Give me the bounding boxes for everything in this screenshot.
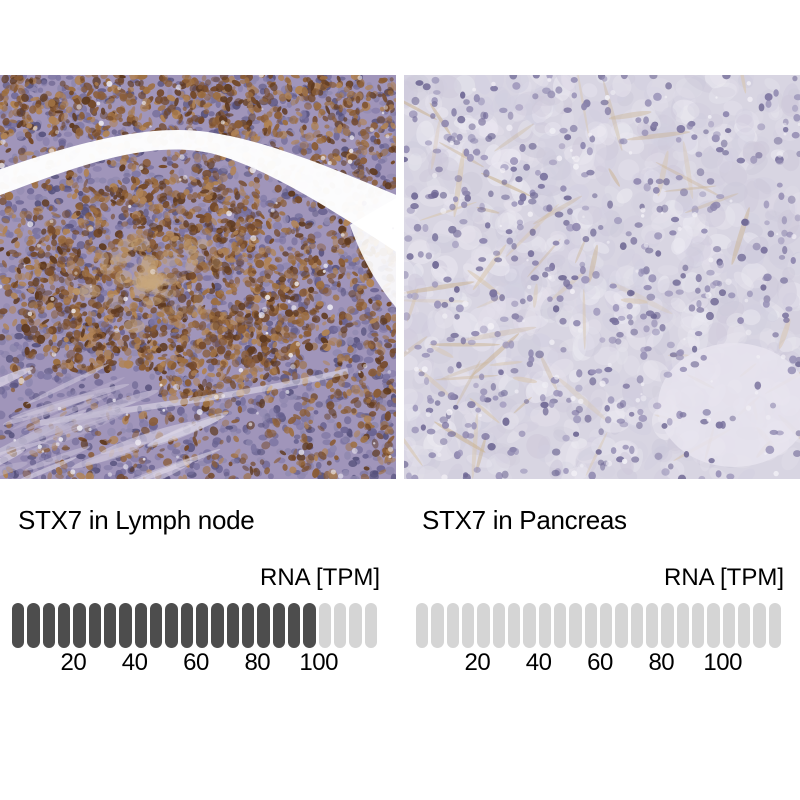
- tpm-segment: [477, 603, 490, 648]
- tpm-tick-label: 60: [183, 649, 209, 676]
- rna-tpm-label: RNA [TPM]: [259, 564, 380, 591]
- tpm-segment: [149, 603, 163, 648]
- tpm-segment: [523, 603, 536, 648]
- tpm-segment: [180, 603, 194, 648]
- tpm-segment: [165, 603, 178, 648]
- tpm-segment: [303, 603, 316, 648]
- tpm-segment: [507, 603, 521, 648]
- panel-title-lymph-node: STX7 in Lymph node: [18, 505, 255, 535]
- tpm-segment: [431, 603, 444, 648]
- tpm-segment: [645, 603, 659, 648]
- tpm-segment: [722, 603, 736, 648]
- tpm-tick-label: 40: [525, 649, 552, 676]
- tpm-segment: [492, 603, 506, 648]
- panel-title-pancreas: STX7 in Pancreas: [422, 505, 627, 535]
- tpm-segment: [630, 603, 644, 648]
- tpm-segment: [446, 603, 460, 648]
- tpm-segment: [211, 603, 224, 648]
- tpm-segment: [553, 603, 567, 648]
- tpm-tick-label: 100: [299, 649, 338, 676]
- tpm-segment: [676, 603, 690, 648]
- tpm-segment: [226, 603, 240, 648]
- tpm-segment: [103, 603, 117, 648]
- tpm-tick-label: 20: [60, 649, 87, 676]
- tpm-segment: [691, 603, 705, 648]
- tpm-tick-label: 100: [703, 649, 742, 676]
- tpm-segment: [12, 603, 25, 648]
- tpm-scale-ticks: 20 40 60 80 100: [416, 650, 785, 678]
- tpm-segment: [272, 603, 286, 648]
- tpm-segment: [333, 603, 347, 648]
- rna-tpm-label: RNA [TPM]: [663, 564, 784, 591]
- tpm-segment: [753, 603, 766, 648]
- tpm-tick-label: 20: [464, 649, 491, 676]
- tpm-tick-label: 60: [587, 649, 613, 676]
- tpm-segment: [257, 603, 270, 648]
- tpm-segment: [364, 603, 378, 648]
- tpm-segment: [349, 603, 362, 648]
- tpm-tick-label: 40: [121, 649, 148, 676]
- tpm-segment: [287, 603, 301, 648]
- tpm-segment: [584, 603, 598, 648]
- panel-lymph-node: STX7 in Lymph node RNA [TPM] 20 40 60 80 100: [0, 0, 396, 800]
- ihc-image-pancreas: [404, 75, 800, 479]
- tpm-segment: [615, 603, 628, 648]
- tpm-tick-label: 80: [244, 649, 271, 676]
- tpm-scale-ticks: 20 40 60 80 100: [12, 650, 381, 678]
- tpm-segment: [119, 603, 132, 648]
- tpm-segment: [42, 603, 56, 648]
- tpm-tick-label: 80: [648, 649, 675, 676]
- tpm-segment: [27, 603, 40, 648]
- tpm-scale-lymph-node: [12, 603, 381, 648]
- tpm-segment: [737, 603, 751, 648]
- panel-pancreas: STX7 in Pancreas RNA [TPM] 20 40 60 80 100: [404, 0, 800, 800]
- tpm-segment: [661, 603, 674, 648]
- tpm-segment: [241, 603, 255, 648]
- tpm-segment: [88, 603, 102, 648]
- tpm-segment: [707, 603, 720, 648]
- ihc-image-lymph-node: [0, 75, 396, 479]
- tpm-segment: [73, 603, 86, 648]
- tpm-segment: [318, 603, 332, 648]
- tpm-segment: [416, 603, 429, 648]
- tpm-segment: [538, 603, 552, 648]
- tpm-segment: [195, 603, 209, 648]
- tpm-segment: [461, 603, 475, 648]
- tpm-segment: [134, 603, 148, 648]
- tpm-segment: [599, 603, 613, 648]
- tpm-scale-pancreas: [416, 603, 785, 648]
- tpm-segment: [57, 603, 71, 648]
- tpm-segment: [768, 603, 782, 648]
- tpm-segment: [569, 603, 582, 648]
